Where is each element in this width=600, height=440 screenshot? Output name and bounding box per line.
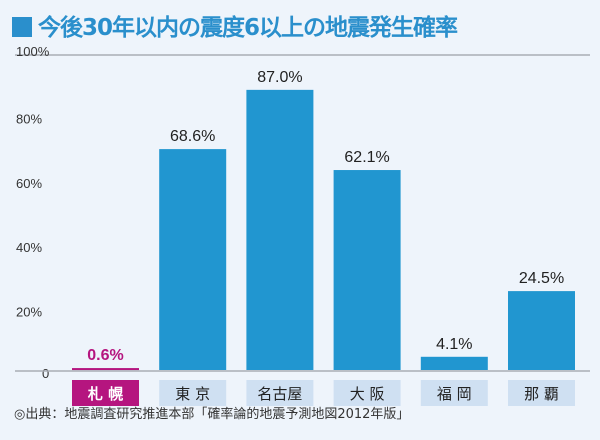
data-label: 24.5% bbox=[519, 270, 564, 287]
category-label: 那 覇 bbox=[524, 385, 559, 403]
category-label-bg bbox=[508, 380, 575, 406]
category-label: 福 岡 bbox=[437, 385, 472, 403]
title-square-icon bbox=[12, 17, 32, 37]
y-tick-label: 40% bbox=[16, 240, 42, 255]
data-label: 4.1% bbox=[436, 336, 472, 353]
title-text: 今後30年以内の震度6以上の地震発生確率 bbox=[38, 15, 458, 41]
category-label: 東 京 bbox=[175, 385, 210, 403]
data-label: 62.1% bbox=[344, 149, 389, 166]
category-label-bg bbox=[246, 380, 314, 406]
data-label: 0.6% bbox=[87, 347, 123, 364]
y-tick-label: 60% bbox=[16, 176, 42, 191]
y-tick-label: 20% bbox=[16, 305, 42, 320]
chart-title: 今後30年以内の震度6以上の地震発生確率 bbox=[12, 8, 458, 42]
bar bbox=[159, 149, 227, 370]
bar bbox=[420, 356, 488, 370]
y-tick-label: 80% bbox=[16, 111, 42, 126]
category-label-bg bbox=[159, 380, 227, 406]
y-tick-label: 100% bbox=[16, 44, 50, 59]
category-label-bg bbox=[333, 380, 401, 406]
category-label: 名古屋 bbox=[257, 385, 302, 403]
category-label: 大 阪 bbox=[350, 385, 385, 403]
y-tick-label: 0 bbox=[42, 366, 49, 381]
category-label-bg bbox=[72, 380, 139, 406]
category-label-bg bbox=[420, 380, 488, 406]
bar bbox=[246, 89, 314, 371]
data-label: 87.0% bbox=[257, 69, 302, 86]
data-label: 68.6% bbox=[170, 128, 215, 145]
source-note: ◎出典：地震調査研究推進本部「確率論的地震予測地図2012年版」 bbox=[14, 407, 410, 422]
bar bbox=[72, 368, 139, 371]
bar bbox=[508, 291, 575, 370]
category-label: 札 幌 bbox=[87, 385, 123, 403]
bar bbox=[333, 170, 401, 370]
